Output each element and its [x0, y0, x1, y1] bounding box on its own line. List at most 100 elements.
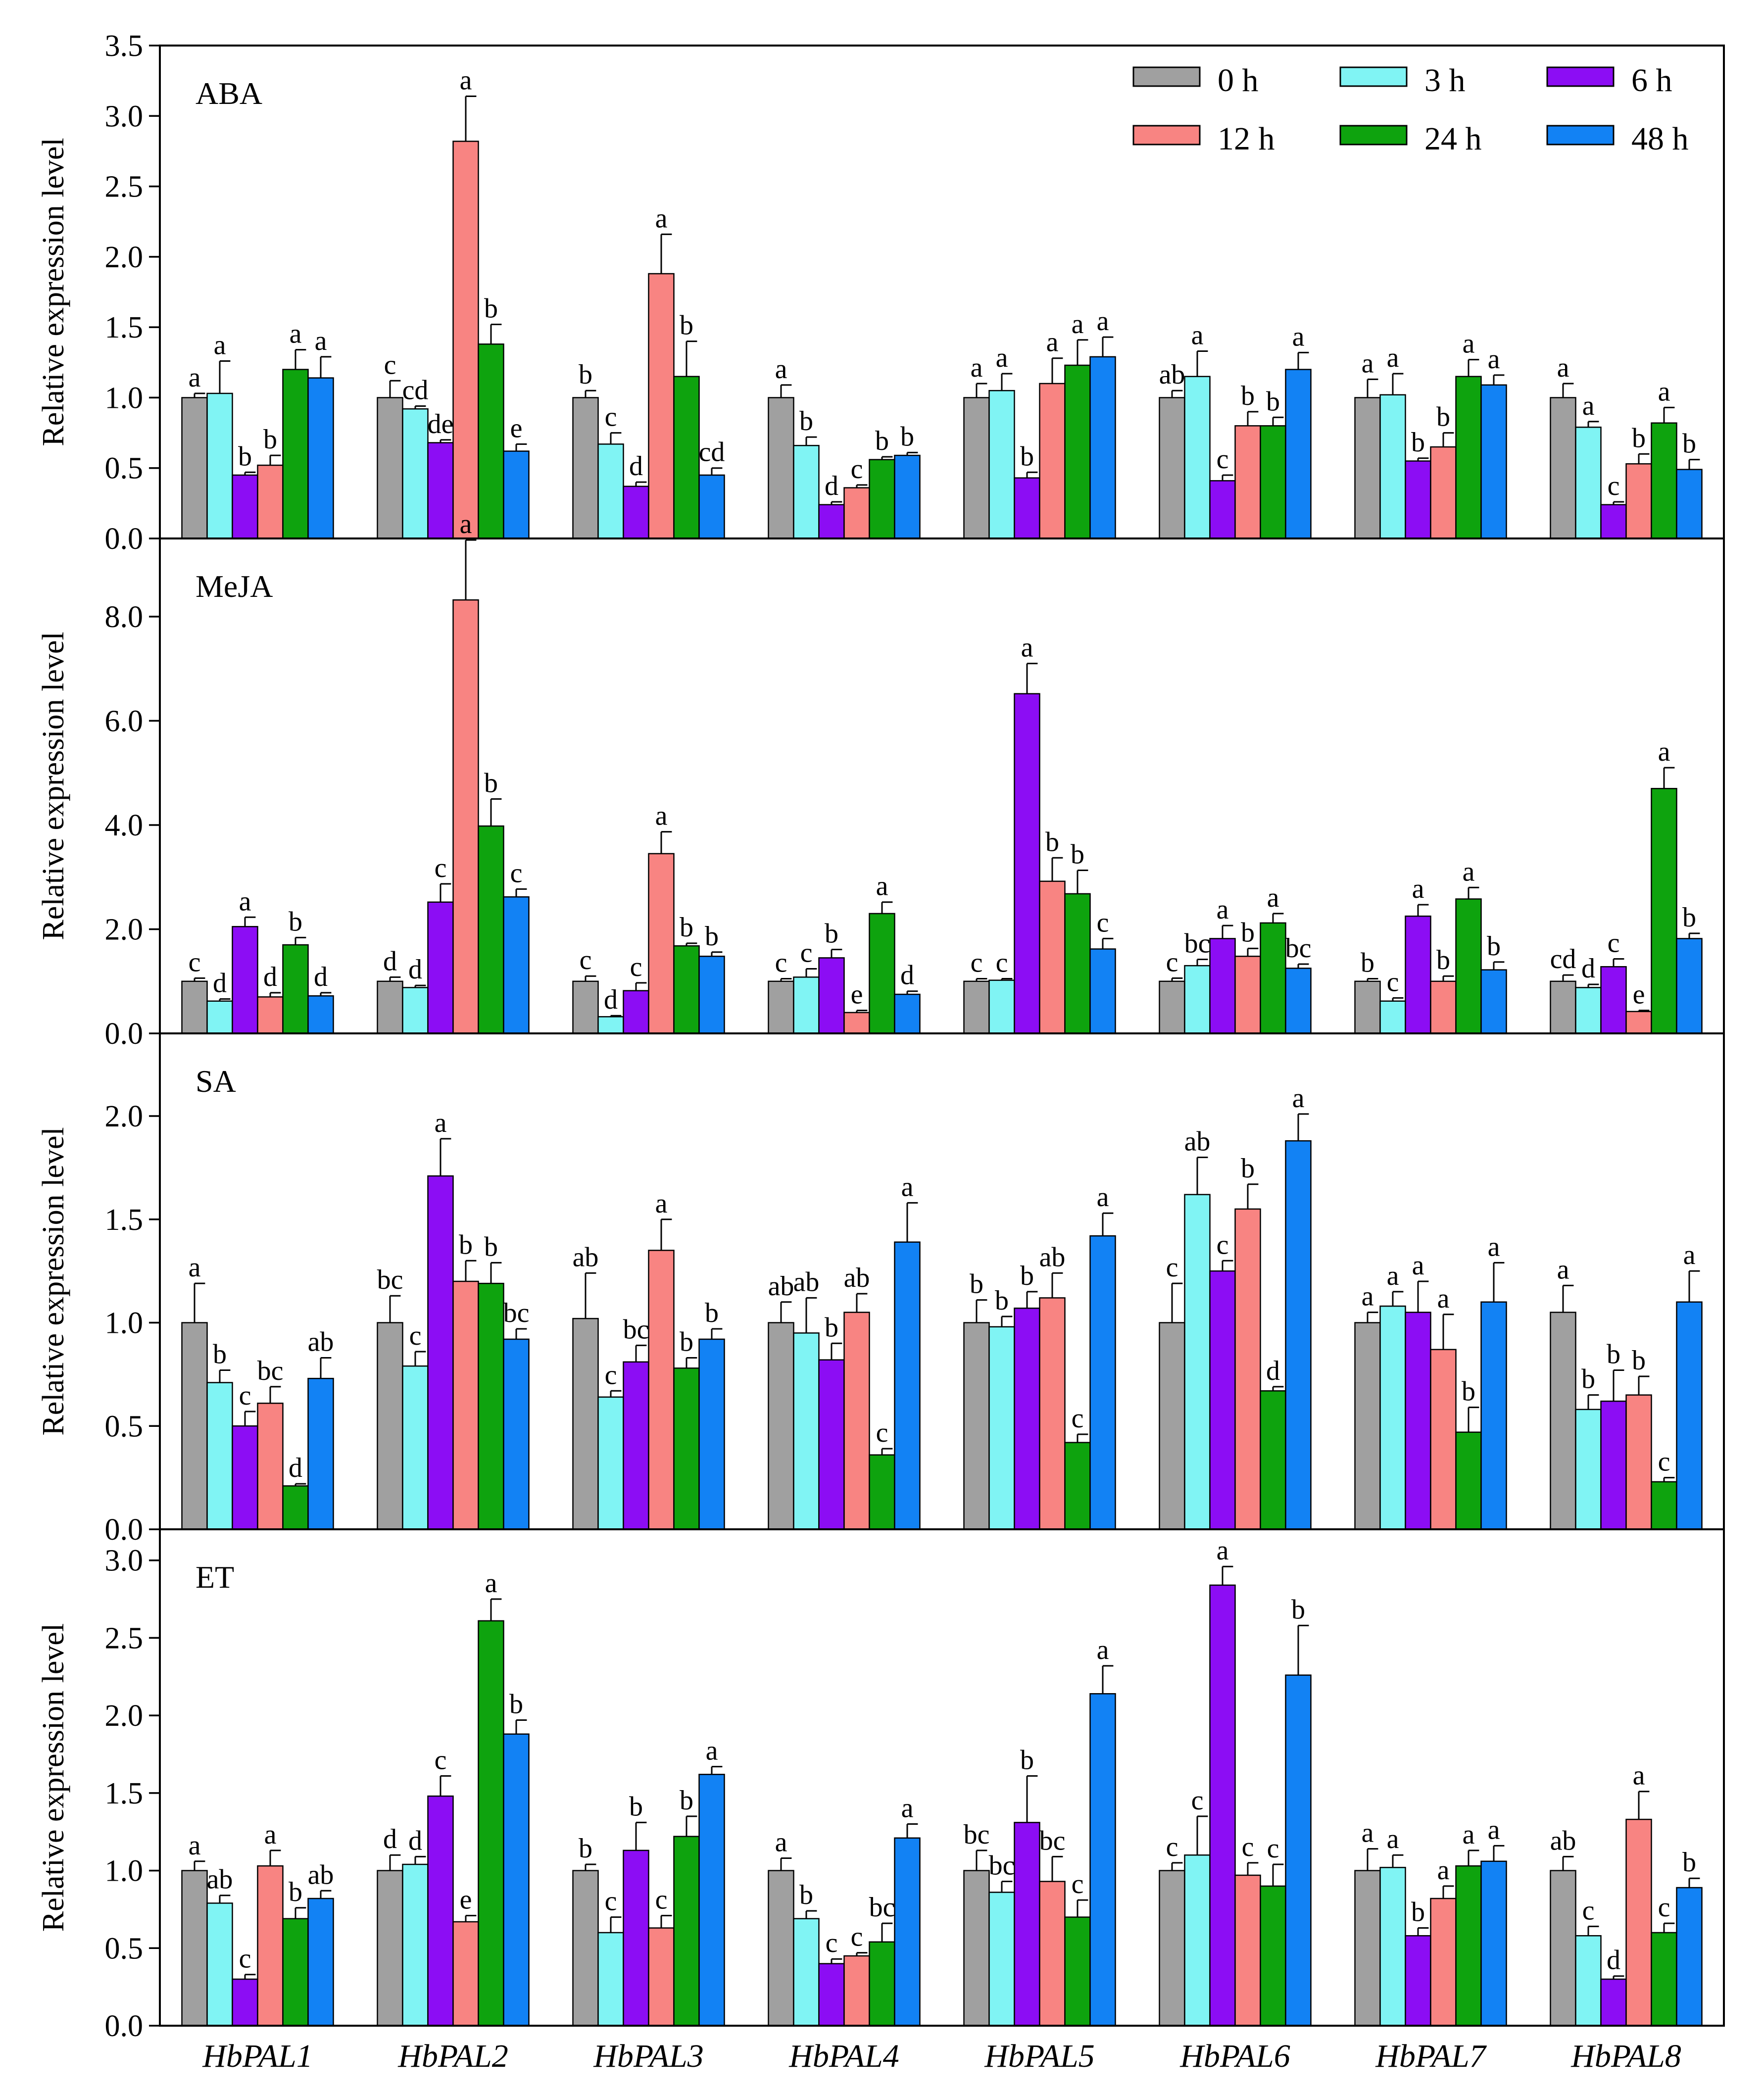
significance-letter: b — [705, 1298, 719, 1328]
bar — [793, 1918, 820, 2027]
y-tick-label: 2.0 — [105, 241, 144, 274]
significance-letter: a — [1217, 894, 1229, 925]
x-category-label: HbPAL4 — [788, 2038, 899, 2074]
significance-letter: a — [1488, 1231, 1500, 1262]
y-axis-label: Relative expression level — [37, 1623, 70, 1932]
bar — [1651, 1932, 1677, 2027]
bar — [1354, 1322, 1381, 1530]
significance-letter: a — [655, 203, 668, 234]
y-tick-label: 8.0 — [105, 600, 144, 634]
significance-letter: b — [1462, 1376, 1475, 1407]
significance-letter: c — [655, 1884, 668, 1915]
legend-swatch — [1132, 125, 1201, 146]
bar — [1455, 1865, 1482, 2027]
significance-letter: a — [1557, 352, 1569, 383]
significance-letter: b — [705, 921, 719, 952]
significance-letter: c — [826, 1928, 838, 1958]
legend-label: 24 h — [1424, 121, 1482, 157]
bar — [818, 957, 845, 1034]
significance-letter: a — [189, 1830, 201, 1861]
bar — [1480, 384, 1507, 539]
significance-letter: a — [1191, 320, 1204, 351]
bar — [1064, 893, 1091, 1034]
bar — [1089, 1693, 1116, 2027]
significance-letter: c — [1658, 1892, 1670, 1923]
y-tick-label: 2.5 — [105, 1621, 144, 1655]
bar — [377, 980, 403, 1034]
bar — [843, 487, 870, 539]
bar — [1209, 480, 1236, 539]
significance-letter: bc — [869, 1892, 895, 1923]
bar — [402, 1365, 429, 1530]
bar — [1455, 376, 1482, 539]
significance-letter: bc — [989, 1851, 1015, 1881]
bar — [1455, 1431, 1482, 1530]
bar — [206, 1902, 233, 2027]
bar — [402, 987, 429, 1034]
bar — [1379, 394, 1406, 539]
bar — [673, 376, 700, 539]
significance-letter: b — [1632, 423, 1646, 453]
bar — [597, 1016, 624, 1034]
significance-letter: b — [484, 768, 498, 798]
significance-letter: a — [1097, 306, 1109, 337]
significance-letter: ab — [844, 1263, 870, 1293]
significance-letter: d — [289, 1453, 302, 1483]
significance-letter: b — [1607, 1339, 1620, 1370]
significance-letter: a — [1463, 329, 1475, 359]
legend-swatch — [1546, 125, 1615, 146]
bar — [869, 459, 895, 539]
significance-letter: d — [408, 1825, 422, 1856]
bar — [1575, 987, 1602, 1034]
significance-letter: c — [409, 1320, 422, 1351]
significance-letter: e — [510, 413, 523, 443]
significance-letter: c — [1191, 1785, 1204, 1816]
significance-letter: bc — [1184, 928, 1211, 959]
significance-letter: a — [1387, 1824, 1399, 1854]
bar — [818, 1963, 845, 2027]
significance-letter: a — [1463, 856, 1475, 887]
significance-letter: a — [189, 362, 201, 393]
bar — [648, 853, 675, 1034]
significance-letter: b — [213, 1339, 227, 1370]
bar — [963, 397, 990, 539]
bar — [793, 444, 820, 539]
bar — [1234, 1208, 1261, 1530]
significance-letter: b — [680, 1785, 693, 1816]
significance-letter: a — [901, 1171, 914, 1202]
y-tick-label: 0.0 — [105, 2009, 144, 2043]
significance-letter: a — [1072, 309, 1084, 340]
legend-swatch — [1339, 125, 1408, 146]
bar — [181, 1870, 208, 2027]
significance-letter: b — [484, 1231, 498, 1262]
bar — [1354, 397, 1381, 539]
significance-letter: b — [1045, 827, 1059, 857]
significance-letter: b — [900, 421, 914, 452]
bar — [1430, 446, 1457, 539]
bar — [698, 1338, 725, 1530]
bar — [1600, 504, 1627, 539]
significance-letter: c — [605, 1360, 617, 1390]
significance-letter: e — [851, 979, 863, 1010]
significance-letter: a — [1387, 1261, 1399, 1291]
bar — [232, 925, 258, 1034]
y-tick-label: 0.5 — [105, 1410, 144, 1443]
significance-letter: b — [263, 424, 277, 455]
significance-letter: a — [775, 1827, 787, 1857]
significance-letter: a — [1292, 321, 1305, 352]
significance-letter: b — [1241, 1153, 1255, 1184]
bar — [452, 1280, 479, 1530]
legend-label: 3 h — [1424, 62, 1466, 98]
significance-letter: bc — [257, 1356, 284, 1386]
significance-letter: a — [1683, 1240, 1696, 1270]
bar — [648, 273, 675, 539]
significance-letter: a — [655, 1188, 668, 1219]
bar — [597, 1396, 624, 1530]
significance-letter: b — [1581, 1364, 1595, 1395]
bar — [1234, 425, 1261, 539]
significance-letter: a — [1217, 1535, 1229, 1566]
significance-letter: cd — [402, 375, 429, 406]
significance-letter: a — [1582, 390, 1595, 421]
panel-frame — [159, 1528, 1725, 2027]
x-category-label: HbPAL8 — [1570, 2038, 1681, 2074]
